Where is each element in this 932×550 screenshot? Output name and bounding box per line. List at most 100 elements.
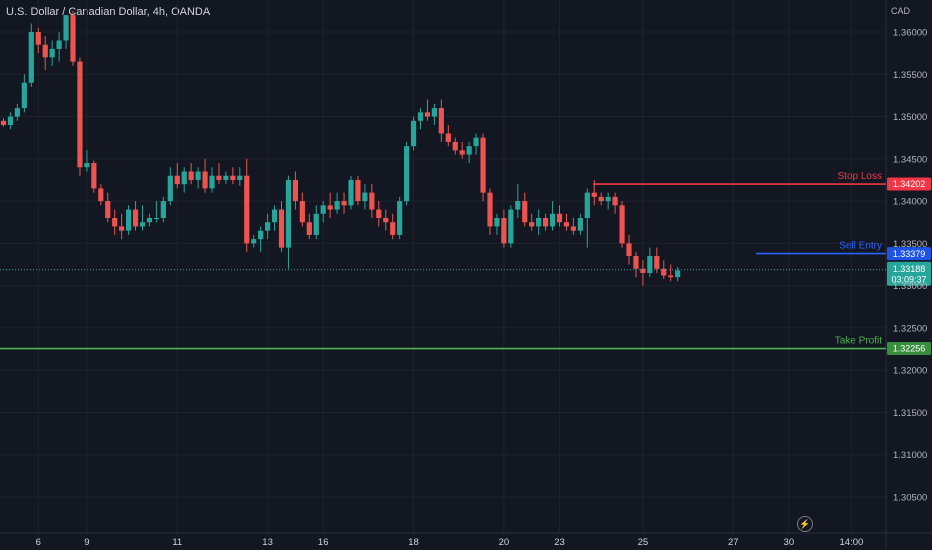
price-axis[interactable]: 1.36000 1.35500 1.35000 1.34500 1.34000 1.335… bbox=[893, 28, 927, 504]
candle-body bbox=[480, 137, 486, 193]
candle bbox=[35, 27, 41, 54]
candle bbox=[577, 213, 583, 235]
take-profit-label: Take Profit bbox=[835, 336, 882, 347]
candle bbox=[230, 167, 236, 185]
candle bbox=[584, 188, 590, 248]
candle-body bbox=[230, 175, 236, 180]
candle-body bbox=[668, 275, 674, 278]
price-tick-label: 1.34500 bbox=[893, 154, 927, 165]
candle-body bbox=[410, 120, 417, 147]
sell-entry-tag bbox=[887, 247, 931, 261]
take-profit-tag bbox=[887, 342, 931, 356]
candle bbox=[431, 103, 437, 125]
candle bbox=[348, 175, 354, 210]
candle bbox=[543, 213, 549, 231]
candle-body bbox=[543, 218, 549, 227]
lightning-icon[interactable]: ⚡ bbox=[797, 516, 813, 532]
candle bbox=[237, 167, 243, 186]
candle bbox=[126, 205, 132, 235]
candle-body bbox=[14, 108, 20, 117]
candle bbox=[28, 23, 34, 87]
candle bbox=[42, 36, 48, 71]
candle-body bbox=[139, 222, 146, 227]
candle bbox=[223, 171, 229, 185]
time-tick-label: 11 bbox=[172, 537, 182, 548]
candle bbox=[647, 247, 653, 278]
candle bbox=[7, 112, 14, 130]
candle-body bbox=[549, 213, 556, 227]
price-tick-label: 1.33500 bbox=[893, 239, 927, 250]
candle bbox=[63, 15, 69, 49]
time-tick-label: 23 bbox=[554, 537, 565, 548]
candle bbox=[209, 167, 215, 193]
candle-body bbox=[132, 209, 139, 227]
candle-body bbox=[98, 188, 104, 202]
candle bbox=[445, 125, 451, 147]
candle-body bbox=[42, 44, 48, 58]
candle-body bbox=[619, 205, 625, 244]
candle-body bbox=[390, 222, 396, 235]
sell-entry-tag-text: 1.33379 bbox=[893, 249, 926, 259]
candle-body bbox=[49, 48, 55, 58]
candle bbox=[397, 196, 403, 240]
candle-body bbox=[202, 171, 208, 189]
candle bbox=[299, 192, 305, 227]
candle bbox=[251, 234, 257, 248]
candle bbox=[160, 196, 166, 223]
candle-body bbox=[188, 171, 194, 180]
candle bbox=[466, 141, 472, 164]
candle-body bbox=[223, 175, 229, 180]
candle-body bbox=[84, 163, 90, 168]
candle bbox=[473, 133, 479, 155]
candle bbox=[98, 184, 104, 206]
candle-body bbox=[327, 205, 333, 210]
candle bbox=[438, 99, 444, 142]
candle bbox=[258, 226, 264, 252]
candle-body bbox=[285, 179, 292, 248]
candle-body bbox=[598, 196, 604, 202]
candle-body bbox=[501, 218, 507, 244]
candle-body bbox=[417, 112, 424, 121]
candle-body bbox=[473, 137, 479, 147]
candle-body bbox=[445, 133, 451, 142]
candle-body bbox=[341, 201, 347, 206]
time-axis[interactable]: 6 9 11 13 16 18 20 23 25 27 30 14:00 bbox=[36, 537, 864, 548]
candle-body bbox=[612, 196, 618, 206]
candle-body bbox=[35, 32, 41, 45]
candle-body bbox=[404, 146, 410, 202]
candle bbox=[570, 218, 576, 235]
candle bbox=[668, 264, 674, 282]
candle bbox=[306, 213, 312, 240]
candle-body bbox=[563, 222, 570, 227]
candle-body bbox=[174, 175, 180, 185]
candle-body bbox=[369, 192, 375, 210]
candle-body bbox=[515, 201, 521, 210]
stop-loss-tag bbox=[887, 177, 931, 191]
candle bbox=[153, 201, 159, 223]
candle-body bbox=[70, 15, 76, 62]
candle bbox=[0, 118, 7, 127]
candle-body bbox=[397, 201, 403, 235]
candle-body bbox=[209, 175, 215, 189]
candle bbox=[285, 175, 292, 269]
take-profit-tag-text: 1.32256 bbox=[893, 344, 926, 354]
candle bbox=[355, 175, 361, 206]
candle bbox=[174, 163, 180, 189]
candle bbox=[146, 213, 153, 227]
candle bbox=[369, 184, 375, 218]
candle bbox=[515, 184, 521, 218]
candle-body bbox=[640, 268, 646, 273]
candle bbox=[202, 158, 208, 193]
candle bbox=[77, 57, 83, 176]
candle-body bbox=[63, 15, 69, 41]
candle bbox=[56, 32, 62, 62]
chart-title: U.S. Dollar / Canadian Dollar, 4h, OANDA bbox=[6, 6, 211, 18]
candle bbox=[139, 205, 146, 231]
candle bbox=[21, 74, 27, 113]
candle bbox=[480, 133, 486, 202]
price-tick-label: 1.35000 bbox=[893, 112, 927, 123]
candle bbox=[619, 201, 625, 248]
candle bbox=[112, 209, 118, 235]
sell-entry-label: Sell Entry bbox=[839, 241, 882, 252]
